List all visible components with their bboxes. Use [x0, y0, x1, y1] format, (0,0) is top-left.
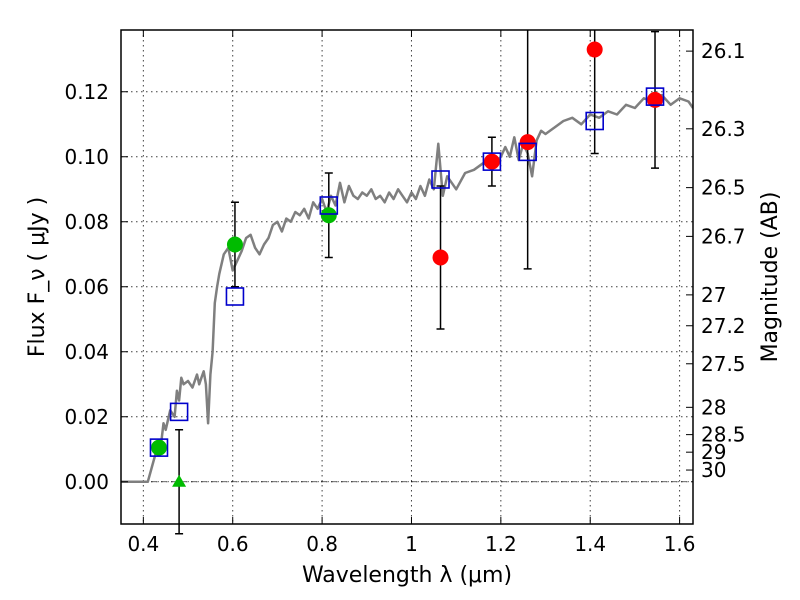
magnitude-tick-label: 28.5 — [701, 423, 746, 447]
y-tick-label: 0.00 — [64, 470, 109, 494]
axis-ticks: 0.4 0.6 0.8 1 1.2 1.4 1.6 0.00 0.02 0.04 0.06 0.08 0… — [64, 30, 746, 556]
x-tick-label: 1 — [405, 532, 418, 556]
y-tick-label: 0.02 — [64, 405, 109, 429]
magnitude-tick-label: 27.2 — [701, 314, 746, 338]
plot-area — [121, 30, 693, 535]
magnitude-tick-label: 26.3 — [701, 117, 746, 141]
data-point-circle — [586, 41, 603, 58]
y-axis-label: Flux F_ν ( μJy ) — [25, 197, 50, 357]
magnitude-tick-label: 26.5 — [701, 176, 746, 200]
right-axis-label: Magnitude (AB) — [758, 192, 783, 363]
y-tick-label: 0.10 — [64, 145, 109, 169]
model-photometry-square — [225, 287, 245, 306]
data-point-circle — [483, 153, 500, 170]
data-point-circle — [226, 236, 243, 253]
model-photometry-square — [585, 111, 604, 131]
x-tick-label: 0.4 — [127, 532, 159, 556]
x-tick-label: 1.6 — [664, 532, 696, 556]
data-point-circle — [320, 207, 337, 224]
data-point-circle — [432, 249, 449, 266]
x-tick-label: 0.6 — [217, 532, 249, 556]
model-photometry-square — [431, 170, 450, 189]
model-photometry-square — [319, 196, 339, 215]
upper-limit-triangle — [172, 474, 187, 487]
x-tick-label: 0.8 — [306, 532, 338, 556]
y-tick-label: 0.12 — [64, 80, 109, 104]
data-point-circle — [519, 134, 536, 151]
magnitude-tick-label: 27 — [701, 283, 726, 307]
magnitude-tick-label: 27.5 — [701, 352, 746, 376]
model-photometry-square — [645, 87, 665, 106]
magnitude-tick-label: 26.1 — [701, 39, 746, 63]
model-photometry-square — [149, 438, 169, 457]
magnitude-tick-label: 28 — [701, 395, 726, 419]
model-photometry-square — [518, 142, 537, 162]
plot-frame — [120, 29, 694, 525]
y-tick-label: 0.04 — [64, 340, 109, 364]
grid — [121, 30, 693, 524]
magnitude-tick-label: 30 — [701, 458, 726, 482]
model-photometry-square — [169, 402, 189, 422]
y-tick-label: 0.08 — [64, 210, 109, 234]
model-photometry-square — [482, 152, 502, 171]
y-tick-label: 0.06 — [64, 275, 109, 299]
x-axis-label: Wavelength λ (μm) — [302, 563, 512, 588]
x-tick-label: 1.4 — [574, 532, 606, 556]
data-point-circle — [150, 439, 167, 456]
magnitude-tick-label: 26.7 — [701, 224, 746, 248]
magnitude-tick-label: 29 — [701, 440, 726, 464]
model-sed-line — [121, 93, 693, 484]
x-tick-label: 1.2 — [485, 532, 517, 556]
data-point-circle — [647, 91, 664, 108]
